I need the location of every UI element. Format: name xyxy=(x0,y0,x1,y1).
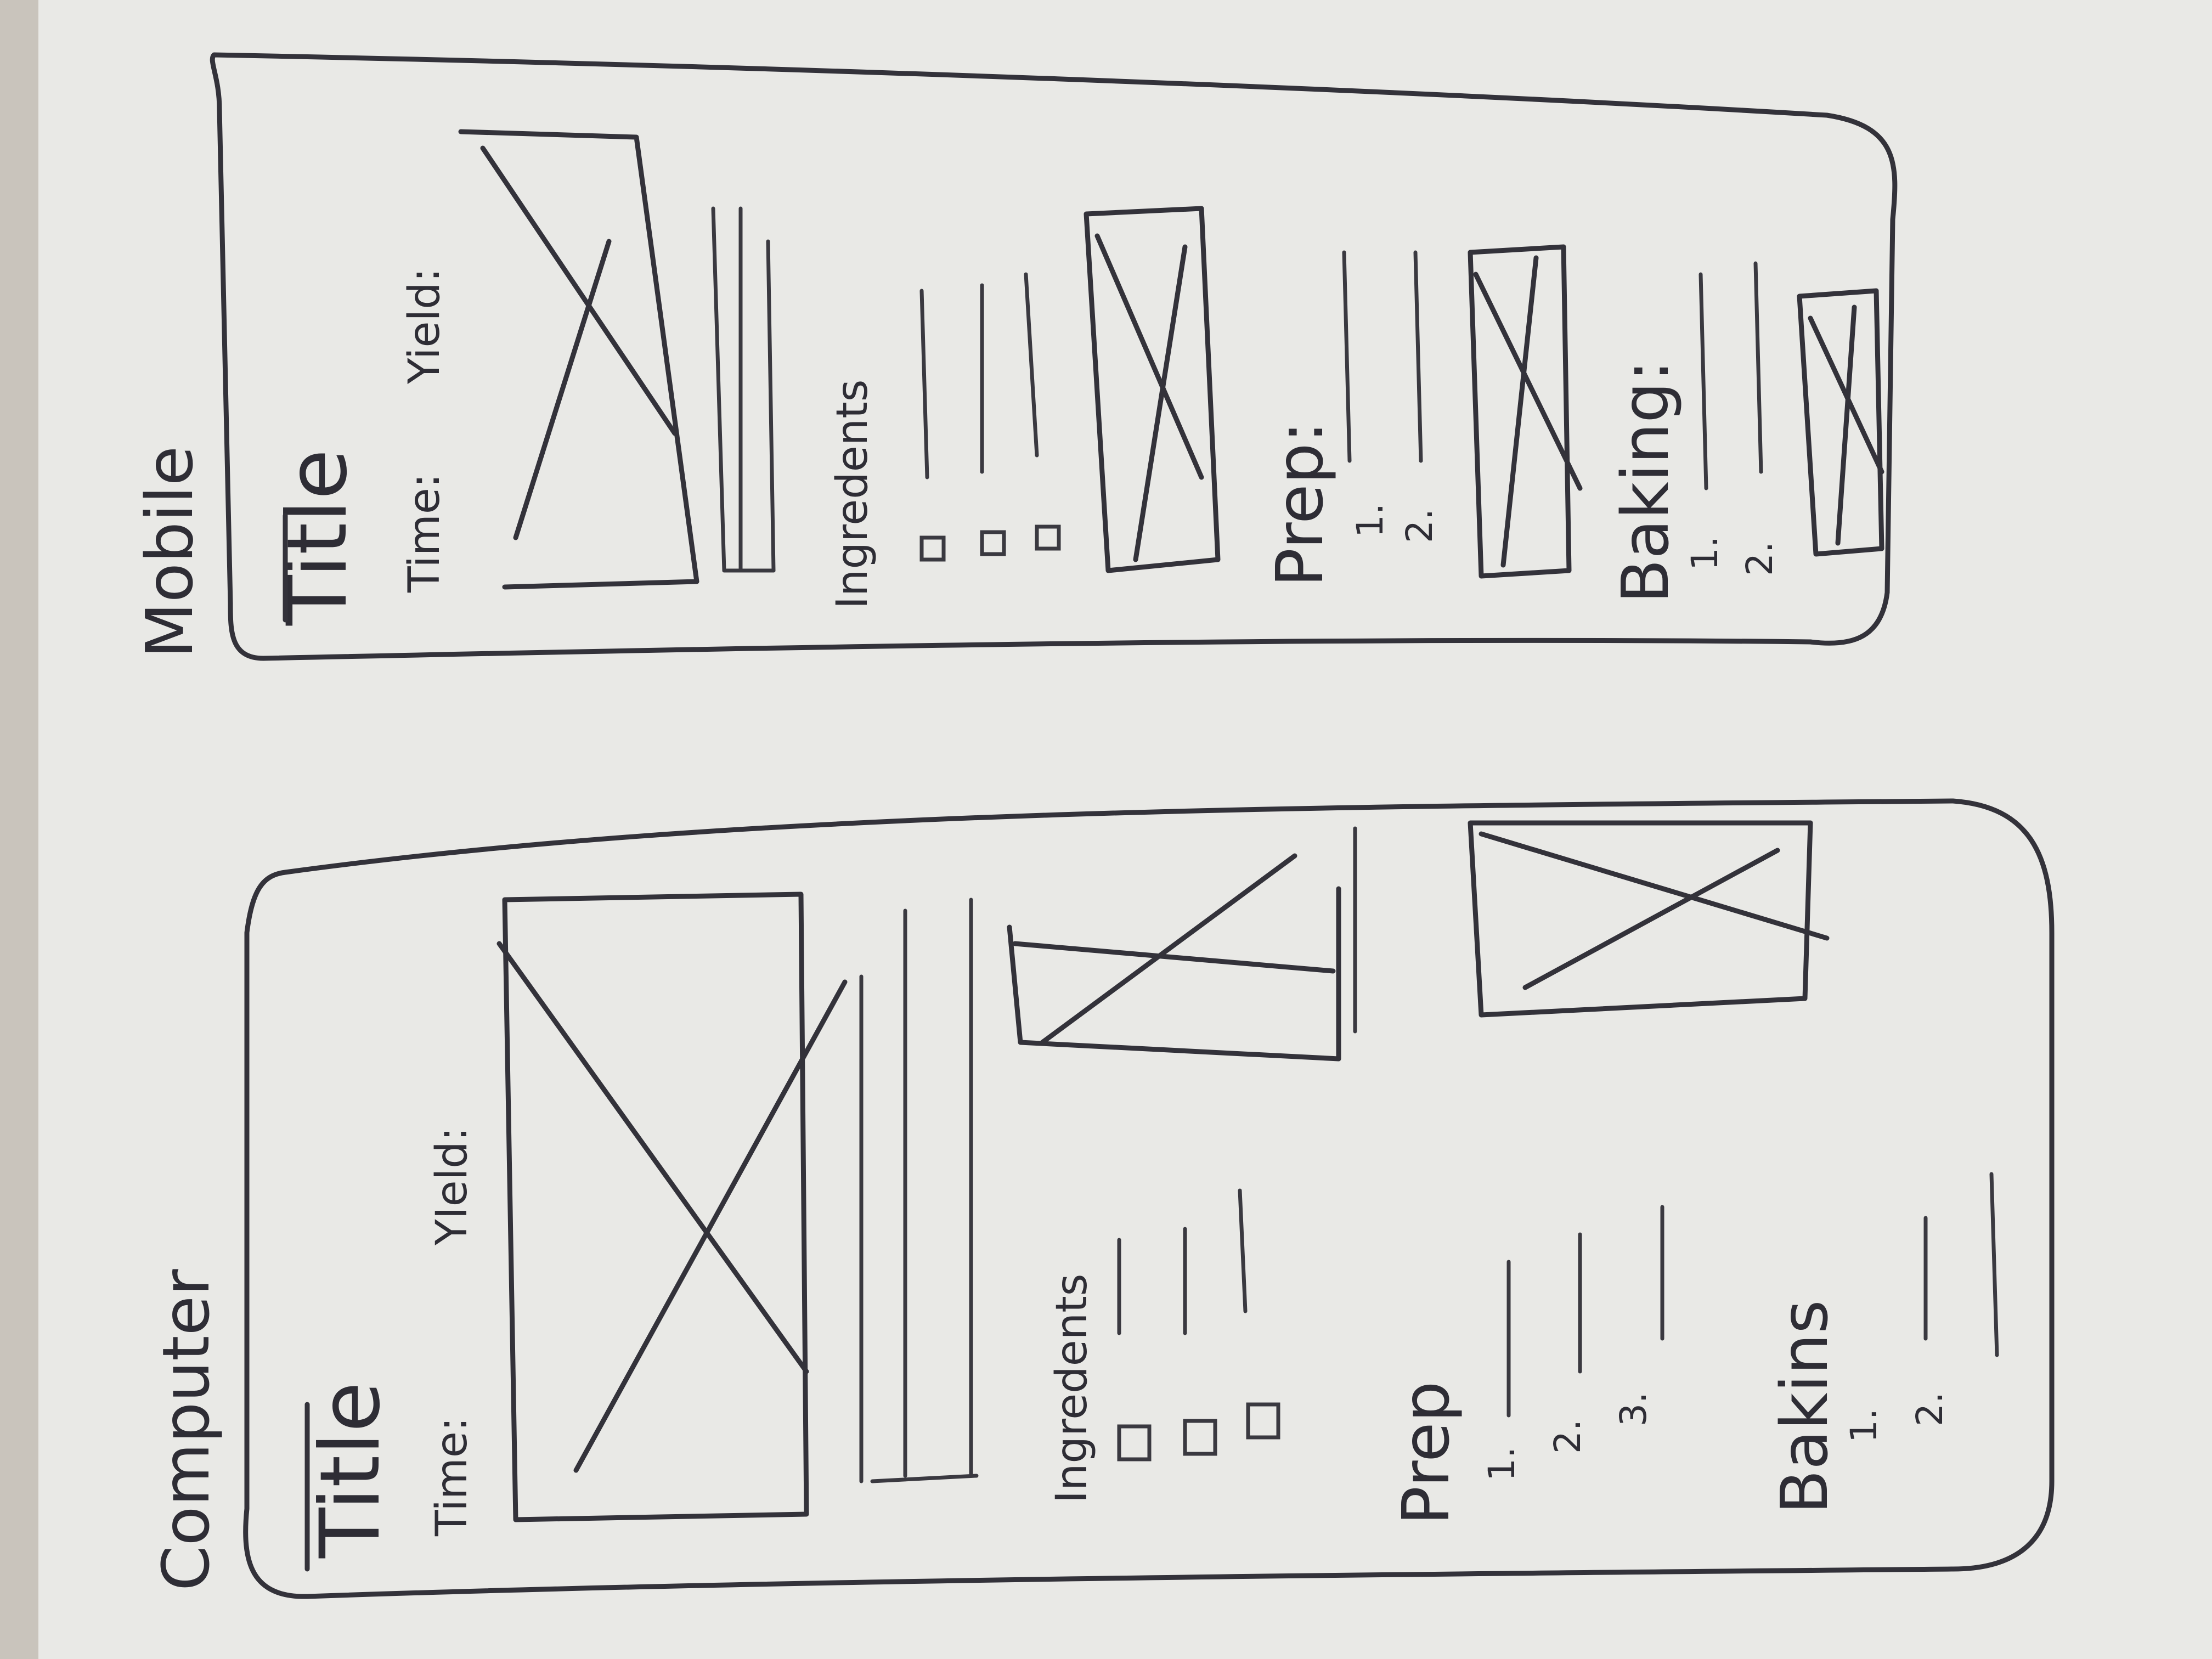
mobile-baking-steps: 1. 2. xyxy=(1684,261,1781,576)
computer-prep-label: Prep xyxy=(1388,1381,1464,1525)
mobile-time-label: Time: xyxy=(400,473,449,593)
sketch-paper xyxy=(38,0,2212,1659)
checkbox-icon xyxy=(1035,524,1061,551)
computer-time-label: Time: xyxy=(427,1417,477,1537)
svg-text:1.: 1. xyxy=(1349,503,1391,538)
computer-hero-image-placeholder xyxy=(496,891,848,1522)
checkbox-icon xyxy=(919,535,946,562)
computer-ingredients-label: Ingredents xyxy=(1047,1274,1097,1503)
svg-text:2.: 2. xyxy=(1398,509,1441,543)
checkbox-icon xyxy=(980,530,1006,556)
mobile-prep-label: Prep: xyxy=(1262,421,1338,587)
mobile-heading: Mobile xyxy=(132,446,207,658)
svg-text:3.: 3. xyxy=(1612,1392,1655,1426)
mobile-baking-label: Baking: xyxy=(1607,360,1683,603)
svg-text:1.: 1. xyxy=(1684,536,1726,571)
computer-wireframe: Computer Title Time: YIeld: Ingredents xyxy=(148,798,2055,1599)
computer-ingredient-list xyxy=(1117,1188,1280,1462)
computer-side-image-placeholder-1 xyxy=(1007,853,1341,1062)
computer-baking-label: Bakins xyxy=(1767,1300,1842,1514)
computer-yield-label: YIeld: xyxy=(427,1127,477,1246)
mobile-image-placeholder-1 xyxy=(1084,206,1221,573)
svg-text:2.: 2. xyxy=(1739,541,1781,576)
svg-text:2.: 2. xyxy=(1909,1392,1951,1426)
checkbox-icon xyxy=(1183,1419,1217,1456)
computer-prep-steps: 1. 2. 3. xyxy=(1481,1205,1664,1481)
mobile-image-placeholder-2 xyxy=(1468,244,1583,579)
mobile-hero-image-placeholder xyxy=(458,129,699,590)
mobile-description-lines xyxy=(711,206,776,573)
svg-text:1.: 1. xyxy=(1481,1447,1523,1481)
computer-side-image-placeholder-2 xyxy=(1468,820,1830,1018)
checkbox-icon xyxy=(1246,1402,1280,1440)
computer-frame xyxy=(243,798,2055,1599)
mobile-ingredients-label: Ingredents xyxy=(828,380,877,609)
computer-heading: Computer xyxy=(148,1269,224,1591)
mobile-ingredient-list xyxy=(919,272,1061,562)
mobile-image-placeholder-3 xyxy=(1797,288,1884,557)
computer-description-lines xyxy=(859,898,979,1483)
mobile-frame xyxy=(210,52,1898,661)
svg-text:1.: 1. xyxy=(1843,1408,1885,1443)
computer-title: Title xyxy=(303,1382,398,1559)
mobile-wireframe: Mobile Title Time: Yield: Ingredents xyxy=(132,52,1898,661)
computer-baking-steps: 1. 2. xyxy=(1843,1172,1999,1443)
mobile-yield-label: Yield: xyxy=(400,268,449,385)
svg-text:2.: 2. xyxy=(1547,1419,1589,1454)
checkbox-icon xyxy=(1117,1424,1152,1462)
mobile-prep-steps: 1. 2. xyxy=(1342,250,1441,543)
